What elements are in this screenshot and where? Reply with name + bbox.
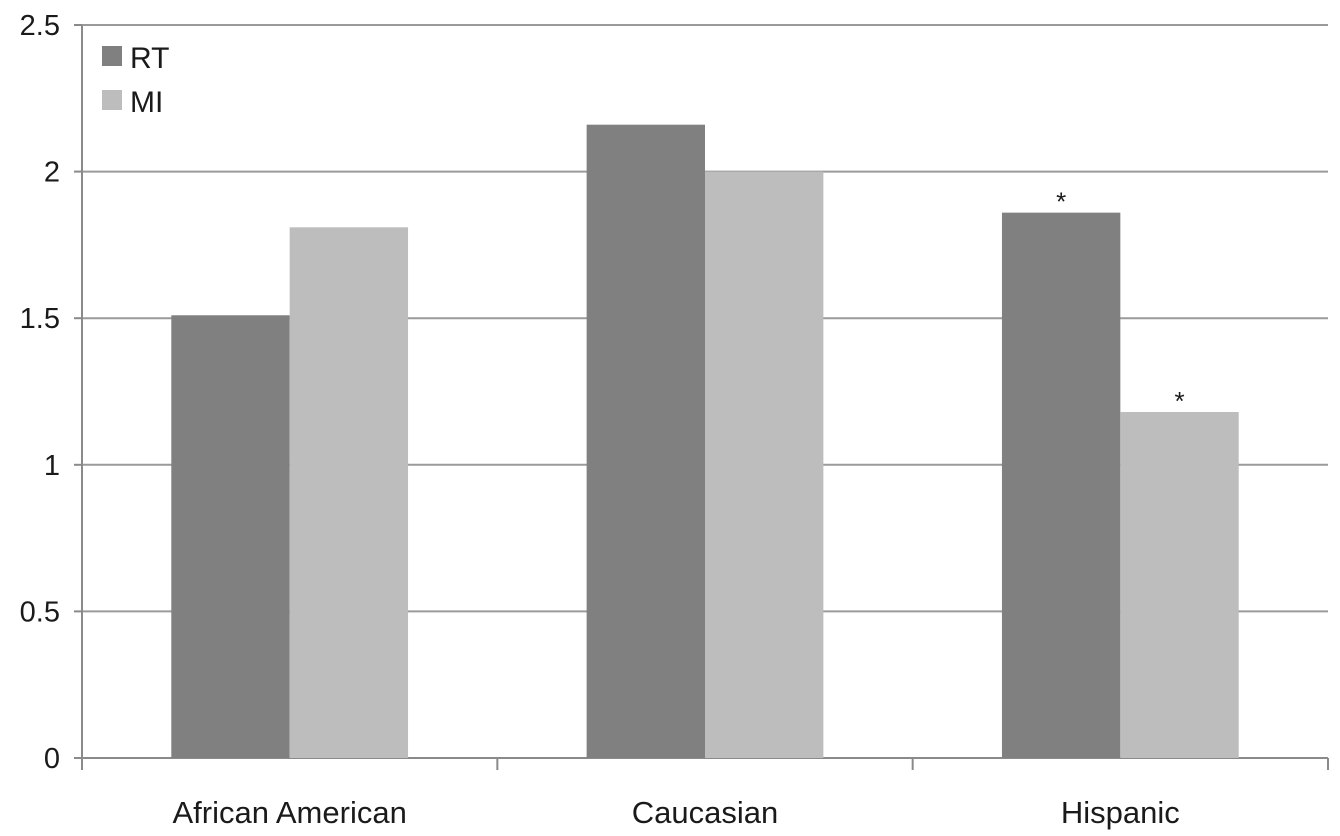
bar-rt-0: [171, 315, 290, 758]
bar-mi-1: [705, 171, 824, 759]
x-tick-label-1: Caucasian: [632, 795, 778, 830]
bar-mi-2: [1120, 412, 1239, 758]
bar-rt-2: [1001, 212, 1121, 758]
significance-marker-0: *: [1056, 187, 1066, 217]
y-tick-label-3: 1.5: [20, 303, 60, 335]
legend-label-rt: RT: [130, 42, 169, 75]
x-tick-label-2: Hispanic: [1061, 795, 1180, 830]
y-tick-label-5: 2.5: [20, 10, 60, 42]
legend-label-mi: MI: [130, 86, 163, 119]
legend-swatch-rt: [102, 46, 122, 66]
legend-swatch-mi: [102, 90, 122, 110]
bar-mi-0: [289, 227, 409, 759]
y-tick-label-1: 0.5: [20, 596, 60, 628]
y-tick-label-4: 2: [44, 157, 60, 189]
bar-rt-1: [586, 124, 705, 759]
x-tick-label-0: African American: [173, 795, 407, 830]
y-tick-label-0: 0: [44, 743, 60, 775]
significance-marker-1: *: [1174, 386, 1184, 416]
y-tick-label-2: 1: [44, 450, 60, 482]
